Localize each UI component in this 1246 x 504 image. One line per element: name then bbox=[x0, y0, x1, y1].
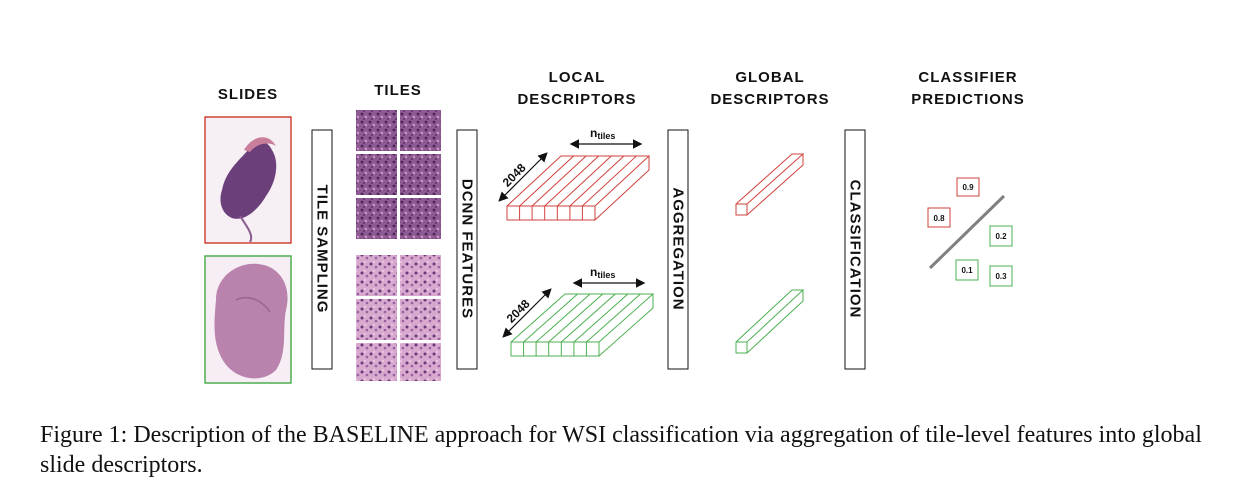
stage-aggregation: AGGREGATION bbox=[667, 129, 689, 370]
prediction-green-1-value: 0.1 bbox=[961, 266, 973, 275]
prediction-green-2: 0.3 bbox=[989, 265, 1013, 287]
prediction-green-1: 0.1 bbox=[955, 259, 979, 281]
figure-caption: Figure 1: Description of the BASELINE ap… bbox=[40, 422, 1202, 478]
header-tiles: TILES bbox=[374, 82, 422, 99]
local-descriptor-green bbox=[510, 293, 655, 357]
depth-arrow-green bbox=[502, 288, 552, 338]
header-local-line1: LOCAL bbox=[549, 69, 606, 86]
local-descriptor-red bbox=[506, 155, 651, 221]
slide-green bbox=[204, 255, 292, 384]
header-classifier-line2: PREDICTIONS bbox=[911, 91, 1025, 108]
decision-boundary bbox=[928, 194, 1006, 270]
prediction-green-0-value: 0.2 bbox=[995, 232, 1007, 241]
header-slides: SLIDES bbox=[218, 86, 278, 103]
stage-tile-sampling-label: TILE SAMPLING bbox=[314, 185, 331, 314]
stage-classification: CLASSIFICATION bbox=[844, 129, 866, 370]
slide-green-tissue bbox=[214, 263, 288, 379]
stage-classification-label: CLASSIFICATION bbox=[847, 180, 864, 319]
ntiles-label-green: ntiles bbox=[590, 265, 615, 280]
stage-dcnn-features-label: DCNN FEATURES bbox=[459, 179, 476, 319]
prediction-red-1: 0.8 bbox=[927, 207, 951, 228]
header-local-line2: DESCRIPTORS bbox=[517, 91, 636, 108]
header-global-line1: GLOBAL bbox=[735, 69, 804, 86]
slide-red bbox=[204, 116, 292, 244]
prediction-green-0: 0.2 bbox=[989, 225, 1013, 247]
global-descriptor-red bbox=[735, 153, 805, 216]
prediction-red-1-value: 0.8 bbox=[933, 214, 945, 223]
tiles-green-grid bbox=[356, 255, 441, 381]
stage-tile-sampling: TILE SAMPLING bbox=[311, 129, 333, 370]
tiles-red-grid bbox=[356, 110, 441, 239]
header-global-line2: DESCRIPTORS bbox=[710, 91, 829, 108]
depth-arrow-red bbox=[498, 152, 548, 202]
prediction-red-0-value: 0.9 bbox=[962, 183, 974, 192]
global-descriptor-green bbox=[735, 289, 805, 354]
prediction-green-2-value: 0.3 bbox=[995, 272, 1007, 281]
prediction-red-0: 0.9 bbox=[956, 177, 980, 197]
stage-dcnn-features: DCNN FEATURES bbox=[456, 129, 478, 370]
stage-aggregation-label: AGGREGATION bbox=[670, 187, 687, 310]
header-classifier-line1: CLASSIFIER bbox=[918, 69, 1017, 86]
ntiles-label-red: ntiles bbox=[590, 126, 615, 141]
slide-red-tissue bbox=[220, 141, 277, 219]
